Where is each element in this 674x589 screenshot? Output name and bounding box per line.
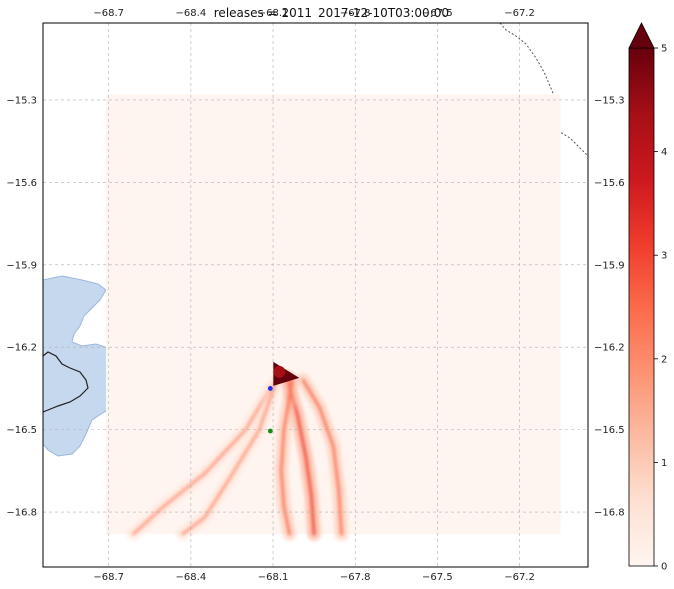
plume-line-1	[131, 386, 273, 536]
colorbar-gradient	[628, 47, 655, 567]
y-tick-left-6: −16.8	[6, 508, 37, 519]
title-left: releases = 2011	[214, 6, 312, 20]
x-tick-bottom-1: −68.7	[93, 572, 124, 583]
x-tick-top-3: −68.1	[258, 8, 289, 19]
marker-1	[267, 386, 273, 391]
gridlines	[43, 23, 588, 567]
y-tick-right-5: −16.5	[594, 425, 625, 436]
plume-line-5	[301, 378, 344, 536]
border-line	[43, 351, 89, 413]
plume-layer	[126, 370, 349, 541]
y-tick-left-5: −16.5	[6, 425, 37, 436]
x-tick-top-6: −67.2	[504, 8, 535, 19]
x-tick-top-2: −68.4	[176, 8, 207, 19]
colorbar-tick-label-4: 3	[661, 251, 667, 262]
x-tick-top-5: −67.5	[422, 8, 453, 19]
dotted-border	[499, 23, 588, 157]
y-tick-right-2: −15.6	[594, 178, 625, 189]
hotspot-core	[273, 365, 286, 378]
colorbar-tick-label-3: 2	[661, 354, 667, 365]
y-tick-left-1: −15.3	[6, 95, 37, 106]
x-tick-top-1: −68.7	[93, 8, 124, 19]
x-tick-bottom-4: −67.8	[340, 572, 371, 583]
y-tick-right-4: −16.2	[594, 343, 625, 354]
title-right: 2017-12-10T03:00:00	[318, 6, 449, 20]
x-tick-bottom-2: −68.4	[176, 572, 207, 583]
y-tick-right-6: −16.8	[594, 508, 625, 519]
plume-line-2	[180, 381, 278, 536]
colorbar-tick-label-6: 5	[661, 44, 667, 55]
y-tick-labels-right: −15.3 −15.6 −15.9 −16.2 −16.5 −16.8	[594, 95, 625, 518]
y-tick-right-1: −15.3	[594, 95, 625, 106]
marker-2	[267, 428, 273, 434]
y-tick-left-3: −15.9	[6, 260, 37, 271]
colorbar-tick-label-2: 1	[661, 458, 667, 469]
colorbar-tick-label-5: 4	[661, 147, 667, 158]
x-tick-labels-top: −68.7 −68.4 −68.1 −67.8 −67.5 −67.2	[93, 8, 534, 19]
x-tick-labels-bottom: −68.7 −68.4 −68.1 −67.8 −67.5 −67.2	[93, 572, 534, 583]
y-tick-left-4: −16.2	[6, 343, 37, 354]
colorbar: 0 1 2 3 4 5	[628, 22, 667, 573]
y-tick-left-2: −15.6	[6, 178, 37, 189]
axes-frame	[42, 22, 589, 568]
x-tick-bottom-5: −67.5	[422, 572, 453, 583]
markers	[267, 386, 273, 434]
colorbar-extend-arrow	[628, 22, 655, 49]
map-layer	[43, 23, 588, 567]
colorbar-ticks: 0 1 2 3 4 5	[654, 44, 667, 573]
plume-line-4	[279, 378, 294, 536]
x-tick-bottom-6: −67.2	[504, 572, 535, 583]
x-tick-bottom-3: −68.1	[258, 572, 289, 583]
y-tick-labels-left: −15.3 −15.6 −15.9 −16.2 −16.5 −16.8	[6, 95, 37, 518]
hotspot-layer	[273, 361, 300, 386]
colorbar-tick-label-1: 0	[661, 562, 667, 573]
x-tick-top-4: −67.8	[340, 8, 371, 19]
y-tick-right-3: −15.9	[594, 260, 625, 271]
